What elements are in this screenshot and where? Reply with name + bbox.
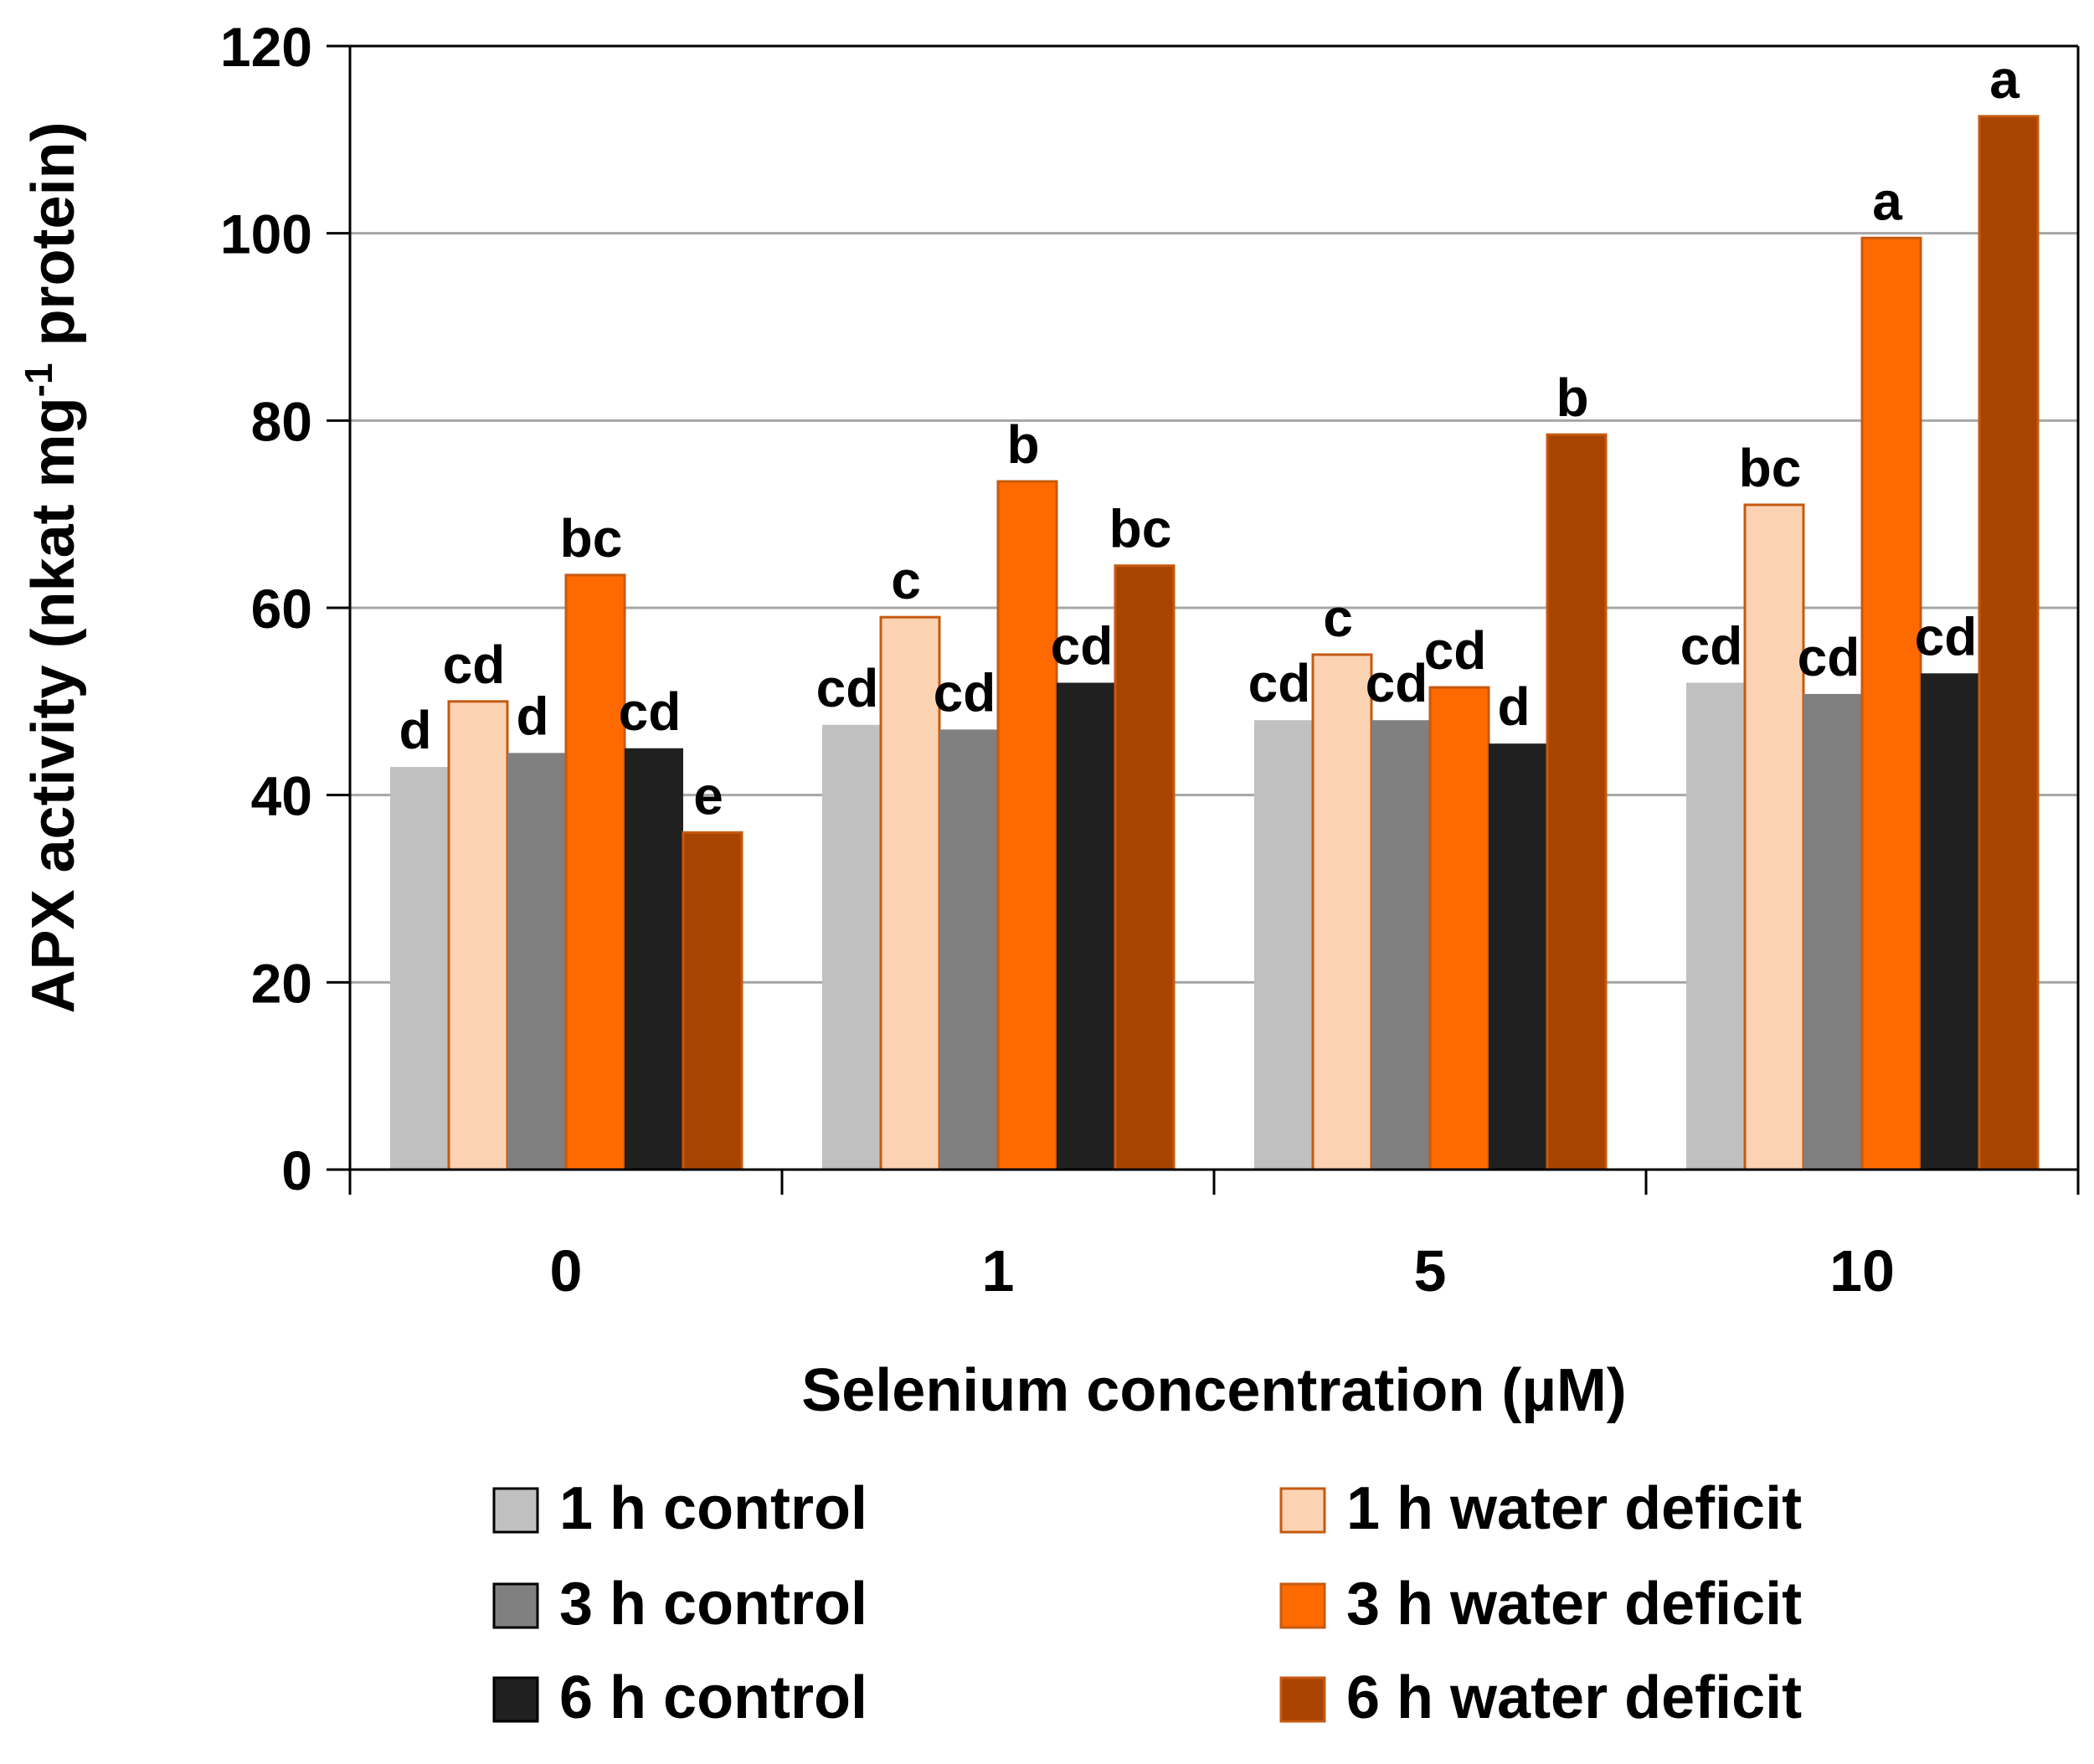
- bar: [564, 573, 626, 1171]
- legend-swatch: [492, 1676, 539, 1723]
- significance-label: cd: [934, 662, 996, 723]
- legend-label: 1 h water deficit: [1346, 1475, 1802, 1542]
- significance-label: cd: [1248, 653, 1311, 713]
- legend-label: 6 h water deficit: [1346, 1664, 1802, 1731]
- y-axis-title-prefix: APX activity (nkat mg: [20, 397, 87, 1013]
- y-axis-title-suffix: protein): [20, 121, 87, 363]
- significance-label: cd: [816, 658, 879, 718]
- significance-label: a: [1872, 171, 1902, 231]
- legend-swatch: [1279, 1676, 1326, 1723]
- x-tick-label: 5: [1414, 1238, 1447, 1304]
- bar: [1978, 115, 2040, 1171]
- legend-swatch: [492, 1487, 539, 1534]
- bar: [996, 480, 1058, 1171]
- significance-label: cd: [1051, 615, 1114, 676]
- y-tick-label: 20: [251, 952, 312, 1014]
- significance-label: d: [516, 686, 548, 746]
- bar: [1371, 720, 1430, 1170]
- bar: [1254, 720, 1313, 1170]
- bar: [1803, 693, 1862, 1170]
- significance-label: c: [891, 550, 921, 610]
- significance-label: e: [693, 765, 723, 825]
- significance-label: cd: [1798, 627, 1860, 687]
- significance-label: cd: [619, 681, 682, 742]
- x-axis-title: Selenium concentration (µM): [801, 1357, 1627, 1424]
- x-tick-label: 0: [550, 1238, 583, 1304]
- significance-label: cd: [1680, 615, 1743, 676]
- y-tick-label: 120: [220, 16, 312, 78]
- significance-label: c: [1323, 588, 1353, 648]
- legend-swatch: [1279, 1582, 1326, 1629]
- significance-label: bc: [1109, 499, 1172, 559]
- y-tick-label: 80: [251, 390, 312, 452]
- y-tick-label: 60: [251, 578, 312, 640]
- bars: [390, 115, 2040, 1171]
- legend-label: 3 h water deficit: [1346, 1571, 1802, 1638]
- legend-swatch: [1279, 1487, 1326, 1534]
- bar: [1489, 743, 1547, 1170]
- bar: [1311, 653, 1373, 1171]
- bar: [1114, 564, 1176, 1171]
- y-axis-title: APX activity (nkat mg-1 protein): [17, 121, 87, 1013]
- bar: [822, 724, 881, 1170]
- significance-label: d: [399, 700, 431, 760]
- legend-label: 1 h control: [559, 1475, 867, 1542]
- bar: [447, 700, 509, 1171]
- bar: [625, 748, 683, 1170]
- y-axis-title-superscript: -1: [17, 363, 60, 397]
- bar: [1428, 686, 1490, 1171]
- x-tick-label: 10: [1829, 1238, 1895, 1304]
- tick-labels: 0 20 40 60 80 100 120 0 1 5 10: [220, 16, 1895, 1304]
- legend-label: 3 h control: [559, 1571, 867, 1638]
- bar: [1686, 682, 1745, 1170]
- bar: [1057, 682, 1115, 1170]
- y-tick-label: 40: [251, 765, 312, 827]
- y-tick-label: 100: [220, 203, 312, 265]
- bar: [1546, 433, 1608, 1171]
- significance-label: b: [1556, 368, 1588, 428]
- legend-label: 6 h control: [559, 1664, 867, 1731]
- significance-label: cd: [443, 635, 506, 695]
- bar: [1743, 503, 1805, 1171]
- significance-label: a: [1989, 49, 2019, 110]
- significance-label: bc: [1739, 438, 1802, 498]
- significance-label: cd: [1915, 606, 1978, 666]
- bar: [1921, 673, 1979, 1170]
- significance-label: d: [1497, 676, 1530, 737]
- significance-label: cd: [1366, 653, 1428, 713]
- significance-label: b: [1006, 414, 1039, 475]
- bar: [682, 831, 743, 1171]
- bar: [507, 753, 566, 1170]
- bar: [390, 767, 449, 1170]
- legend-swatch: [492, 1582, 539, 1629]
- y-tick-label: 0: [281, 1139, 312, 1201]
- axes: [327, 44, 2080, 1195]
- significance-label: bc: [560, 508, 623, 568]
- legend: 1 h control 1 h water deficit 3 h control 3…: [492, 1475, 1802, 1731]
- bar: [879, 615, 941, 1171]
- bar: [939, 729, 998, 1170]
- significance-label: cd: [1424, 620, 1487, 681]
- x-tick-label: 1: [982, 1238, 1015, 1304]
- bar: [1860, 236, 1922, 1171]
